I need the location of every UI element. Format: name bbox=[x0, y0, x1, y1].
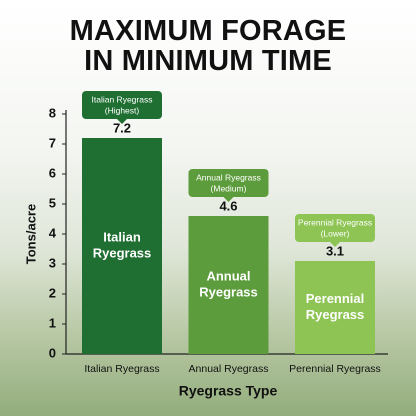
bar-label: Ryegrass bbox=[199, 284, 258, 299]
y-tick-label: 5 bbox=[49, 195, 56, 210]
callout-note: (Medium) bbox=[211, 183, 247, 193]
callout-pointer bbox=[330, 242, 340, 247]
callout-pointer bbox=[223, 197, 234, 202]
x-tick-label: Italian Ryegrass bbox=[84, 363, 159, 375]
x-tick-label: Perennial Ryegrass bbox=[289, 363, 381, 375]
callout-name: Italian Ryegrass bbox=[92, 94, 153, 104]
value-label: 3.1 bbox=[326, 243, 344, 258]
bar-label: Ryegrass bbox=[306, 307, 365, 322]
callout-box bbox=[188, 169, 269, 197]
chart-title: MAXIMUM FORAGE IN MINIMUM TIME bbox=[69, 15, 347, 77]
x-axis-label: Ryegrass Type bbox=[179, 383, 278, 399]
callout-name: Annual Ryegrass bbox=[196, 172, 261, 182]
bar-label: Ryegrass bbox=[93, 245, 152, 260]
y-tick-label: 6 bbox=[49, 165, 56, 180]
bar bbox=[82, 138, 162, 354]
bar bbox=[295, 261, 375, 354]
bar bbox=[188, 216, 269, 354]
y-axis-label: Tons/acre bbox=[23, 204, 38, 264]
bar-label: Italian bbox=[103, 229, 141, 244]
callout-note: (Highest) bbox=[105, 105, 140, 115]
value-label: 4.6 bbox=[219, 198, 237, 213]
y-tick-label: 1 bbox=[49, 315, 56, 330]
y-tick-label: 7 bbox=[49, 135, 56, 150]
y-tick-label: 2 bbox=[49, 285, 56, 300]
bar-label: Perennial bbox=[306, 291, 365, 306]
y-tick-label: 0 bbox=[49, 345, 56, 360]
callout-note: (Lower) bbox=[321, 228, 350, 238]
callout-name: Perennial Ryegrass bbox=[298, 217, 372, 227]
x-tick-label: Annual Ryegrass bbox=[189, 363, 269, 375]
callout-box bbox=[82, 91, 162, 119]
callout-box bbox=[295, 214, 375, 242]
callout-pointer bbox=[117, 119, 127, 124]
y-tick-label: 3 bbox=[49, 255, 56, 270]
value-label: 7.2 bbox=[113, 120, 131, 135]
bar-label: Annual bbox=[206, 268, 250, 283]
y-tick-label: 8 bbox=[49, 105, 56, 120]
y-tick-label: 4 bbox=[49, 225, 57, 240]
